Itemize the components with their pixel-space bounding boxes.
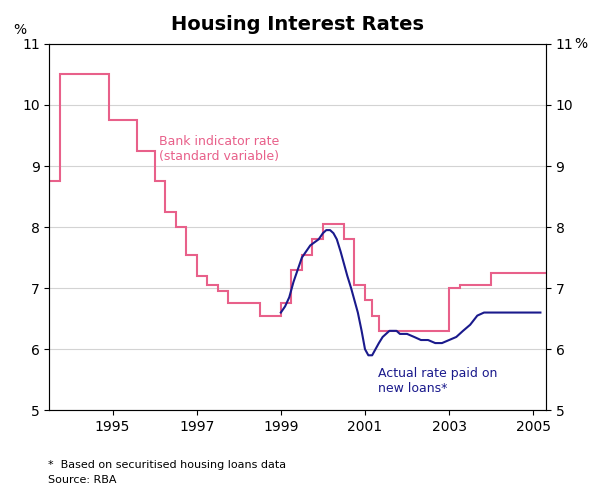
Y-axis label: %: % bbox=[13, 22, 26, 37]
Text: Bank indicator rate
(standard variable): Bank indicator rate (standard variable) bbox=[159, 136, 279, 163]
Text: Actual rate paid on
new loans*: Actual rate paid on new loans* bbox=[377, 367, 497, 395]
Title: Housing Interest Rates: Housing Interest Rates bbox=[171, 15, 424, 34]
Text: Source: RBA: Source: RBA bbox=[48, 475, 116, 485]
Y-axis label: %: % bbox=[574, 37, 587, 51]
Text: *  Based on securitised housing loans data: * Based on securitised housing loans dat… bbox=[48, 461, 286, 470]
